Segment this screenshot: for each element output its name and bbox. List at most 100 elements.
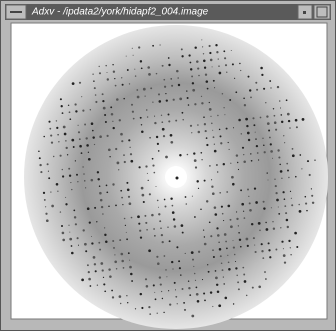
diffraction-spot [193, 152, 195, 154]
diffraction-spot [165, 269, 167, 271]
diffraction-spot [117, 162, 120, 165]
diffraction-spot [144, 215, 146, 217]
diffraction-spot [212, 130, 213, 131]
diffraction-spot [302, 118, 305, 121]
diffraction-spot [179, 154, 181, 156]
diffraction-spot [104, 114, 106, 116]
diffraction-spot [241, 203, 244, 206]
diffraction-spot [264, 271, 266, 273]
diffraction-spot [266, 228, 269, 231]
diffraction-spot [88, 278, 91, 281]
diffraction-spot [88, 152, 89, 153]
diffraction-spot [225, 64, 227, 66]
diffraction-spot [140, 236, 142, 238]
diffraction-spot [231, 176, 234, 179]
diffraction-spot [220, 255, 222, 257]
diffraction-spot [43, 136, 45, 138]
diffraction-spot [243, 98, 245, 100]
diffraction-spot [137, 96, 140, 99]
diffraction-spot [113, 71, 115, 73]
diffraction-spot [153, 284, 155, 286]
diffraction-spot [178, 84, 180, 86]
diffraction-spot [71, 245, 73, 247]
diffraction-spot [243, 154, 244, 155]
diffraction-spot [126, 56, 127, 57]
diffraction-spot [96, 221, 97, 222]
diffraction-spot [107, 135, 109, 137]
diffraction-spot [63, 126, 66, 129]
diffraction-spot [173, 99, 175, 101]
diffraction-spot [131, 280, 133, 282]
diffraction-spot [91, 122, 94, 125]
diffraction-spot [255, 82, 257, 84]
diffraction-spot [146, 285, 149, 288]
diffraction-spot [69, 111, 71, 113]
diffraction-spot [197, 68, 199, 70]
diffraction-spot [70, 182, 71, 183]
diffraction-spot [240, 246, 242, 248]
diffraction-spot [188, 54, 190, 56]
diffraction-spot [194, 216, 196, 218]
diffraction-spot [165, 206, 167, 208]
diffraction-spot [289, 127, 291, 129]
diffraction-spot [50, 135, 52, 137]
diffraction-spot [183, 302, 185, 304]
diffraction-spot [123, 267, 125, 269]
diffraction-spot [154, 172, 156, 174]
diffraction-spot [263, 201, 265, 203]
diffraction-spot [219, 129, 221, 131]
diffraction-spot [84, 124, 86, 126]
diffraction-spot [296, 126, 298, 128]
diffraction-spot [240, 189, 242, 191]
diffraction-spot [151, 214, 154, 217]
diffraction-spot [119, 239, 121, 241]
diffraction-spot [105, 241, 108, 244]
diffraction-spot [248, 196, 249, 197]
diffraction-spot [191, 132, 192, 133]
diffraction-spot [69, 238, 72, 241]
diffraction-spot [95, 101, 97, 103]
diffraction-spot [119, 119, 121, 121]
diffraction-spot [40, 171, 42, 173]
diffraction-spot [223, 163, 225, 165]
diffraction-spot [60, 211, 61, 212]
diffraction-spot [197, 300, 200, 303]
diffraction-spot [203, 292, 205, 294]
diffraction-spot [238, 232, 240, 234]
diffraction-spot [282, 191, 284, 193]
diffraction-spot [111, 113, 114, 116]
diffraction-spot [83, 173, 85, 175]
diffraction-spot [126, 182, 128, 184]
diffraction-spot [51, 141, 53, 143]
diffraction-spot [253, 124, 255, 126]
diffraction-spot [209, 102, 210, 103]
diffraction-spot [78, 131, 80, 133]
diffraction-spot [309, 174, 311, 176]
diffraction-spot [254, 245, 255, 246]
diffraction-spot [154, 235, 155, 236]
diffraction-spot [263, 145, 265, 147]
diffraction-spot [94, 263, 96, 265]
diffraction-spot [196, 287, 198, 289]
diffraction-spot [189, 294, 191, 296]
diffraction-spot [85, 187, 86, 188]
diffraction-spot [134, 69, 135, 70]
diffraction-spot [135, 308, 136, 309]
diffraction-spot [207, 264, 208, 265]
diffraction-spot [74, 103, 76, 105]
diffraction-spot [72, 82, 75, 85]
diffraction-spot [290, 254, 291, 255]
diffraction-spot [294, 232, 297, 235]
diffraction-spot [168, 290, 169, 291]
diffraction-spot [242, 147, 244, 149]
diffraction-spot [99, 72, 101, 74]
diffraction-spot [223, 283, 224, 284]
diffraction-spot [143, 88, 146, 91]
diffraction-spot [198, 188, 199, 189]
diffraction-spot [243, 211, 244, 212]
diffraction-spot [48, 171, 49, 172]
diffraction-spot [39, 164, 41, 166]
diffraction-spot [307, 160, 309, 162]
diffraction-spot [149, 193, 151, 195]
diffraction-spot [215, 213, 218, 216]
